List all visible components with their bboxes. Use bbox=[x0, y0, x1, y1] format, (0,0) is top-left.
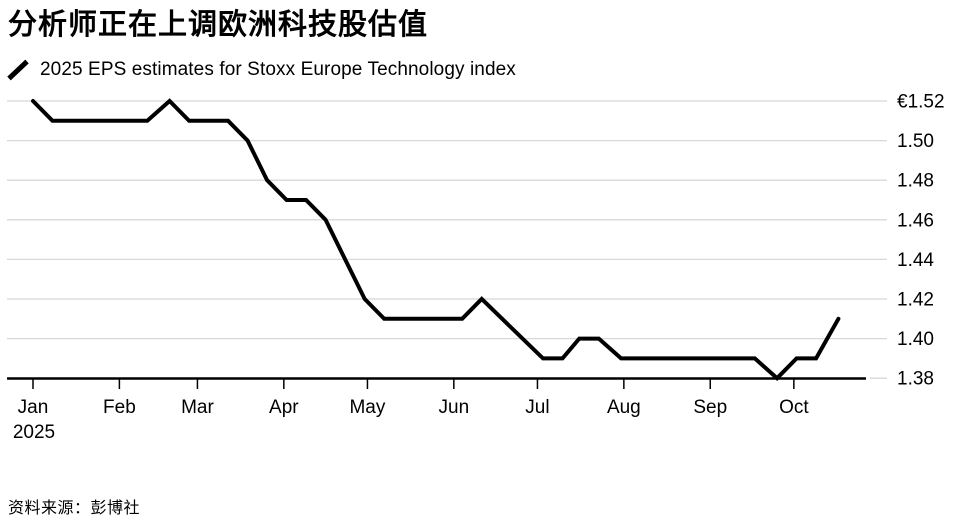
month-label: Jan bbox=[18, 397, 49, 418]
y-axis-label: 1.44 bbox=[897, 250, 934, 271]
month-label: Jun bbox=[439, 397, 470, 418]
source-note: 资料来源：彭博社 bbox=[8, 500, 141, 517]
y-axis-label: 1.38 bbox=[897, 369, 934, 390]
eps-line-series bbox=[31, 98, 841, 381]
y-axis-label: 1.46 bbox=[897, 210, 934, 231]
chart-title: 分析师正在上调欧洲科技股估值 bbox=[8, 9, 429, 41]
month-label: Sep bbox=[693, 397, 727, 418]
legend: 2025 EPS estimates for Stoxx Europe Tech… bbox=[6, 58, 516, 82]
month-label: May bbox=[349, 397, 385, 418]
month-label: Aug bbox=[607, 397, 641, 418]
month-label: Mar bbox=[181, 397, 214, 418]
y-axis-label: 1.40 bbox=[897, 329, 934, 350]
month-label: Jul bbox=[525, 397, 549, 418]
month-label: Feb bbox=[103, 397, 136, 418]
y-axis-label: 1.48 bbox=[897, 171, 934, 192]
month-label: Apr bbox=[269, 397, 299, 418]
series-key-slash-icon bbox=[7, 59, 29, 81]
y-axis-label: €1.52 bbox=[897, 92, 945, 113]
y-axis-label: 1.50 bbox=[897, 131, 934, 152]
legend-series-label: 2025 EPS estimates for Stoxx Europe Tech… bbox=[40, 59, 516, 80]
month-label: Oct bbox=[779, 397, 809, 418]
year-label: 2025 bbox=[13, 422, 55, 443]
y-axis-label: 1.42 bbox=[897, 290, 934, 311]
